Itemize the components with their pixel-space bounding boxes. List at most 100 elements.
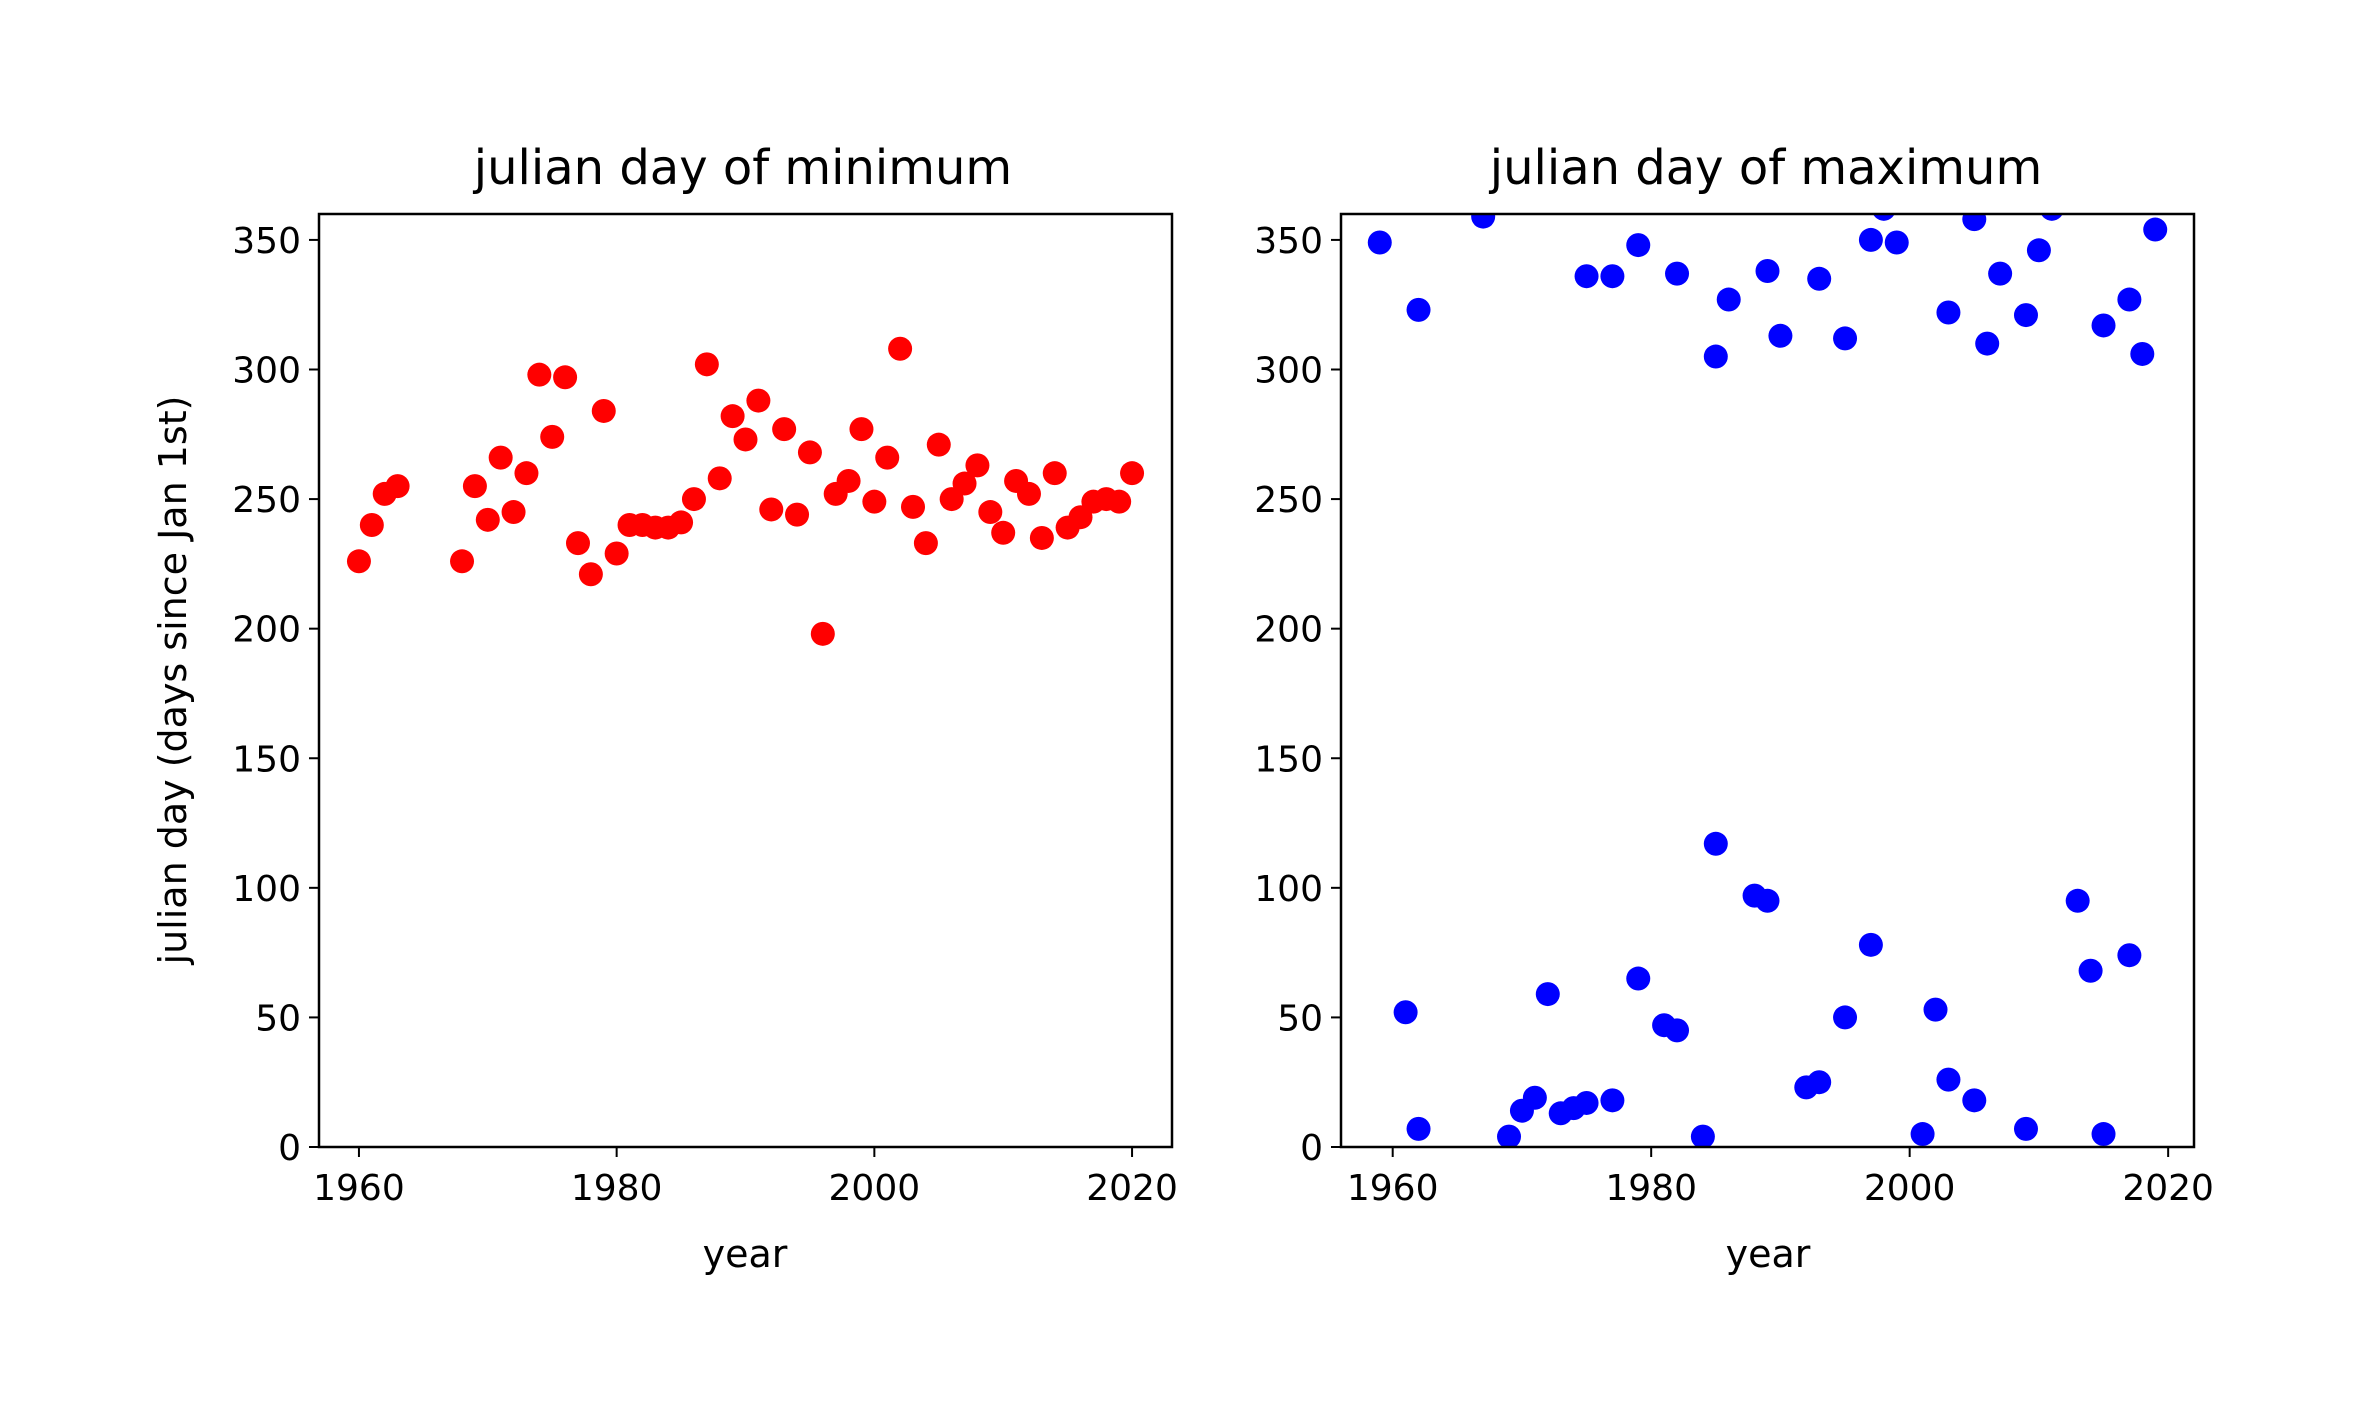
minimum-data-point <box>707 466 732 491</box>
minimum-data-point <box>746 388 771 413</box>
maximum-data-point <box>2143 217 2168 242</box>
minimum-data-point <box>797 440 822 465</box>
minimum-plot-area <box>346 336 1145 646</box>
minimum-data-point <box>913 531 938 556</box>
maximum-data-point <box>1626 966 1651 991</box>
maximum-data-point <box>1665 1018 1690 1043</box>
minimum-plot-frame <box>317 212 1174 1149</box>
maximum-data-point <box>1626 233 1651 258</box>
minimum-data-point <box>772 417 797 442</box>
minimum-data-point <box>978 500 1003 525</box>
maximum-data-point <box>1497 1124 1522 1147</box>
maximum-y-tick-label: 0 <box>1300 1128 1323 1169</box>
minimum-scatter-panel: julian day of minimum 0 50 100 150 200 250 300… <box>151 140 1178 1276</box>
minimum-data-point <box>553 365 578 390</box>
maximum-y-tick-label: 100 <box>1254 869 1323 910</box>
minimum-data-point <box>720 404 745 429</box>
minimum-data-point <box>952 471 977 496</box>
maximum-data-point <box>2026 238 2051 263</box>
maximum-plot-area <box>1367 214 2168 1147</box>
maximum-data-point <box>2130 341 2155 366</box>
maximum-y-tick-label: 350 <box>1254 221 1323 262</box>
minimum-y-tick-label: 0 <box>278 1128 301 1169</box>
maximum-x-tick-label: 2000 <box>1864 1168 1956 1209</box>
minimum-data-point <box>836 468 861 493</box>
maximum-data-point <box>2013 1116 2038 1141</box>
maximum-data-point <box>1910 1122 1935 1147</box>
maximum-data-point <box>1755 259 1780 284</box>
minimum-data-point <box>875 445 900 470</box>
minimum-data-point <box>1042 461 1067 486</box>
minimum-data-point <box>527 362 552 387</box>
minimum-data-point <box>450 549 475 574</box>
maximum-data-point <box>1535 982 1560 1007</box>
minimum-data-point <box>514 461 539 486</box>
minimum-data-point <box>669 510 694 535</box>
minimum-x-tick-label: 1960 <box>313 1168 405 1209</box>
maximum-chart-title: julian day of maximum <box>1489 140 2042 196</box>
minimum-data-point <box>462 474 487 499</box>
maximum-data-point <box>1574 264 1599 289</box>
maximum-data-point <box>1703 831 1728 856</box>
maximum-y-axis: 0 50 100 150 200 250 300 350 <box>1254 221 1341 1169</box>
maximum-data-point <box>2091 1122 2116 1147</box>
minimum-data-point <box>565 531 590 556</box>
minimum-y-tick-label: 200 <box>232 610 301 651</box>
minimum-data-point <box>1107 489 1132 514</box>
maximum-x-tick-label: 1960 <box>1347 1168 1439 1209</box>
maximum-data-point <box>1858 227 1883 252</box>
minimum-data-point <box>926 432 951 457</box>
minimum-data-point <box>862 489 887 514</box>
minimum-data-point <box>991 520 1016 545</box>
minimum-x-tick-label: 2020 <box>1086 1168 1178 1209</box>
minimum-x-tick-label: 2000 <box>829 1168 921 1209</box>
maximum-data-point <box>1807 1070 1832 1095</box>
minimum-data-point <box>810 621 835 646</box>
maximum-data-point <box>2013 303 2038 328</box>
minimum-y-tick-label: 300 <box>232 351 301 392</box>
minimum-y-tick-label: 100 <box>232 869 301 910</box>
maximum-y-tick-label: 50 <box>1277 998 1323 1039</box>
maximum-data-point <box>1833 326 1858 351</box>
minimum-y-axis: 0 50 100 150 200 250 300 350 <box>232 221 319 1169</box>
minimum-y-tick-label: 50 <box>255 998 301 1039</box>
minimum-y-tick-label: 250 <box>232 480 301 521</box>
maximum-data-point <box>1716 287 1741 312</box>
minimum-data-point <box>1120 461 1145 486</box>
maximum-data-point <box>2117 287 2142 312</box>
minimum-data-point <box>540 424 565 449</box>
maximum-y-tick-label: 250 <box>1254 480 1323 521</box>
maximum-x-axis: 1960 1980 2000 2020 <box>1347 1147 2214 1209</box>
maximum-data-point <box>1807 266 1832 291</box>
minimum-data-point <box>475 507 500 532</box>
maximum-data-point <box>1884 230 1909 255</box>
minimum-data-point <box>901 494 926 519</box>
maximum-data-point <box>1858 932 1883 957</box>
minimum-data-point <box>359 513 384 537</box>
maximum-x-axis-label: year <box>1726 1232 1811 1276</box>
minimum-data-point <box>488 445 513 470</box>
maximum-data-point <box>1923 997 1948 1022</box>
minimum-y-tick-label: 350 <box>232 221 301 262</box>
maximum-data-point <box>1406 1116 1431 1141</box>
minimum-data-point <box>694 352 719 377</box>
maximum-data-point <box>1600 264 1625 289</box>
maximum-x-tick-label: 1980 <box>1605 1168 1697 1209</box>
maximum-data-point <box>1755 888 1780 913</box>
maximum-data-point <box>1962 1088 1987 1113</box>
maximum-data-point <box>1471 214 1496 229</box>
minimum-data-point <box>759 497 784 522</box>
maximum-y-tick-label: 200 <box>1254 610 1323 651</box>
maximum-y-tick-label: 300 <box>1254 351 1323 392</box>
maximum-data-point <box>1833 1005 1858 1030</box>
maximum-data-point <box>2091 313 2116 338</box>
minimum-data-point <box>733 427 758 452</box>
minimum-data-point <box>785 502 810 527</box>
maximum-plot-frame <box>1339 212 2196 1149</box>
maximum-data-point <box>1988 261 2013 286</box>
maximum-data-point <box>1768 323 1793 348</box>
minimum-data-point <box>385 474 410 499</box>
minimum-x-axis: 1960 1980 2000 2020 <box>313 1147 1178 1209</box>
minimum-x-axis-label: year <box>703 1232 788 1276</box>
